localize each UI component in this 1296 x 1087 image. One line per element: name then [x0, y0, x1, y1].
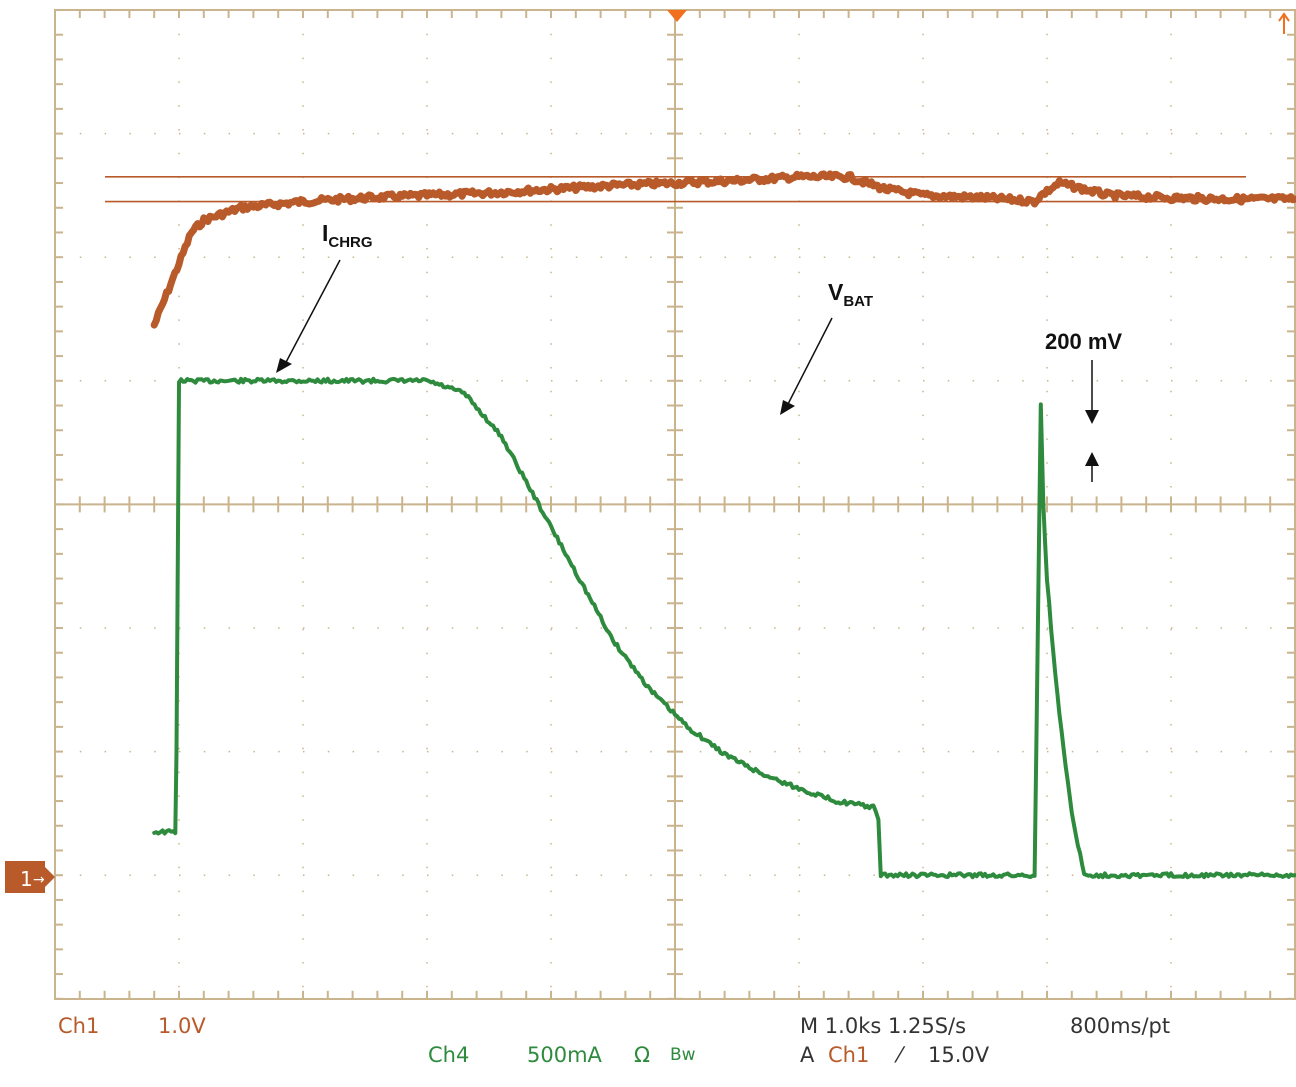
ichrg-subscript: CHRG — [328, 234, 372, 251]
graticule-grid — [54, 9, 1296, 1000]
ichrg-trace — [152, 376, 1296, 880]
ch1-name: Ch1 — [58, 1014, 99, 1038]
record-length-readout: 800ms/pt — [1070, 1014, 1170, 1038]
ch4-name: Ch4 — [428, 1043, 469, 1067]
trigger-level: 15.0V — [928, 1043, 990, 1067]
svg-text:VBAT: VBAT — [828, 279, 873, 310]
trigger-slope-icon: ⁄ — [894, 1043, 906, 1067]
ch1-ground-marker-label: 1 — [20, 867, 33, 891]
ichrg-label: I — [322, 220, 328, 246]
vbat-pointer-arrowhead — [780, 400, 795, 415]
ichrg-pointer-arrowhead — [276, 358, 292, 373]
ch1-ground-marker: 1 → — [5, 861, 55, 893]
ch4-bandwidth-flag: Bw — [670, 1045, 696, 1065]
delta-arrow-upper-head — [1085, 410, 1099, 424]
vbat-label: V — [828, 279, 844, 305]
ch4-scale: 500mA — [527, 1043, 603, 1067]
ch1-scale: 1.0V — [158, 1014, 206, 1038]
trigger-source: Ch1 — [828, 1043, 869, 1067]
trigger-position-marker — [667, 10, 687, 22]
vbat-annotation: VBAT — [780, 279, 873, 415]
svg-text:ICHRG: ICHRG — [322, 220, 373, 251]
vbat-trace — [150, 170, 1296, 329]
arrow-right-icon: → — [33, 872, 45, 888]
timebase-readout: M 1.0ks 1.25S/s — [800, 1014, 966, 1038]
readout-panel: Ch1 1.0V Ch4 500mA Ω Bw M 1.0ks 1.25S/s … — [58, 1014, 1170, 1067]
delta-arrow-lower-head — [1085, 452, 1099, 466]
delta-label: 200 mV — [1045, 329, 1122, 354]
vbat-subscript: BAT — [843, 293, 873, 310]
vbat-pointer-line — [786, 317, 833, 407]
delta-annotation: 200 mV — [1045, 329, 1122, 482]
ichrg-annotation: ICHRG — [276, 220, 373, 373]
ichrg-pointer-line — [283, 259, 341, 367]
trigger-prefix: A — [800, 1043, 815, 1067]
trigger-level-arrow-icon — [1278, 12, 1290, 34]
ch4-impedance-icon: Ω — [634, 1043, 650, 1067]
